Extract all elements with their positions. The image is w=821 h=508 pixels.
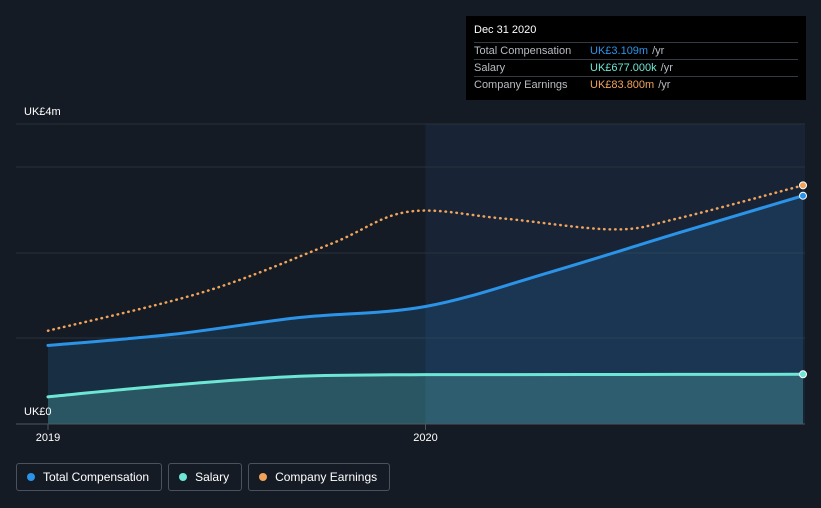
tooltip-label: Salary (474, 62, 506, 74)
tooltip-unit: /yr (658, 79, 671, 91)
legend-dot-icon (27, 473, 35, 481)
legend-label: Salary (195, 470, 230, 484)
tooltip-date: Dec 31 2020 (474, 24, 537, 36)
series-end-markers (799, 181, 807, 379)
legend-item-company-earnings[interactable]: Company Earnings (248, 463, 391, 491)
x-tick-label: 2020 (413, 432, 437, 444)
marker-salary (799, 370, 807, 379)
area-salary (48, 374, 803, 424)
y-axis-top-label: UK£4m (24, 106, 61, 118)
marker-company-earnings (799, 181, 807, 190)
line-salary (46, 372, 805, 399)
legend: Total Compensation Salary Company Earnin… (16, 463, 396, 491)
legend-label: Company Earnings (275, 470, 378, 484)
x-tick-label: 2019 (36, 432, 60, 444)
line-company-earnings (46, 184, 805, 332)
x-axis-ticks: 2019 2020 (36, 424, 438, 444)
legend-label: Total Compensation (43, 470, 150, 484)
tooltip-label: Total Compensation (474, 45, 572, 57)
line-total-compensation (46, 194, 805, 347)
marker-total-compensation (799, 191, 807, 200)
tooltip: Dec 31 2020 Total Compensation UK£3.109m… (466, 16, 806, 100)
legend-item-salary[interactable]: Salary (168, 463, 243, 491)
legend-item-total-compensation[interactable]: Total Compensation (16, 463, 163, 491)
tooltip-label: Company Earnings (474, 79, 568, 91)
tooltip-row-total-compensation: Total Compensation UK£3.109m /yr (474, 42, 798, 59)
series-lines (46, 184, 805, 399)
tooltip-unit: /yr (652, 45, 665, 57)
tooltip-unit: /yr (660, 62, 673, 74)
tooltip-row-company-earnings: Company Earnings UK£83.800m /yr (474, 76, 798, 93)
legend-dot-icon (179, 473, 188, 481)
tooltip-value: UK£83.800m (590, 79, 655, 91)
y-axis-bottom-label: UK£0 (24, 406, 52, 418)
tooltip-value: UK£677.000k (590, 62, 657, 74)
tooltip-row-salary: Salary UK£677.000k /yr (474, 59, 798, 76)
legend-dot-icon (259, 473, 268, 481)
tooltip-value: UK£3.109m (590, 45, 649, 57)
